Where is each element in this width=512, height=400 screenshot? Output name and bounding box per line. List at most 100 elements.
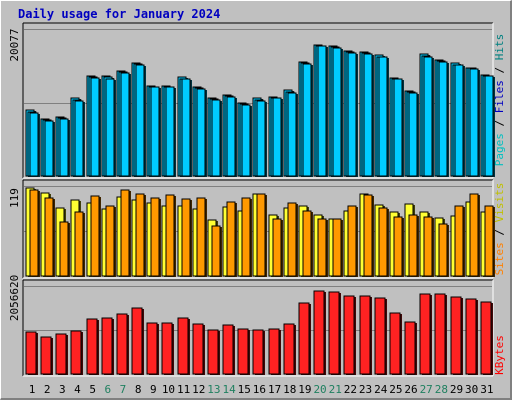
pages-bar xyxy=(347,52,357,177)
pages-bar xyxy=(363,53,373,177)
pages-bar xyxy=(423,56,433,177)
kbytes-bar xyxy=(70,330,82,375)
sites-bar xyxy=(29,189,39,277)
kbytes-bar xyxy=(389,312,401,375)
kbytes-bar xyxy=(146,322,158,375)
kbytes-bar xyxy=(161,322,173,375)
sites-bar xyxy=(90,195,100,277)
day-label: 17 xyxy=(268,383,281,396)
kbytes-bar xyxy=(465,298,477,375)
day-label: 6 xyxy=(104,383,111,396)
sites-bar xyxy=(211,225,221,277)
pages-bar xyxy=(226,96,236,177)
sites-bar xyxy=(454,205,464,277)
day-label: 4 xyxy=(74,383,81,396)
day-label: 24 xyxy=(374,383,388,396)
day-label: 5 xyxy=(89,383,96,396)
day-label: 27 xyxy=(420,383,433,396)
y-max-label: 2056620 xyxy=(8,275,21,321)
day-label: 21 xyxy=(329,383,342,396)
day-label: 26 xyxy=(404,383,417,396)
kbytes-bar xyxy=(207,329,219,375)
sites-bar xyxy=(408,214,418,277)
sites-bar xyxy=(59,221,69,277)
sites-bar xyxy=(272,218,282,277)
sites-bar xyxy=(469,193,479,277)
day-label: 3 xyxy=(59,383,66,396)
day-label: 31 xyxy=(480,383,493,396)
kbytes-bar xyxy=(25,331,37,375)
sites-bar xyxy=(135,193,145,277)
sites-bar xyxy=(120,189,130,277)
kbytes-bar xyxy=(434,293,446,375)
kbytes-bar xyxy=(237,328,249,375)
kbytes-bar xyxy=(283,323,295,375)
pages-bar xyxy=(150,86,160,177)
sites-bar xyxy=(165,194,175,277)
kbytes-bar xyxy=(131,307,143,375)
kbytes-bar xyxy=(101,317,113,375)
pages-bar xyxy=(378,56,388,177)
kbytes-bar xyxy=(86,318,98,375)
sites-bar xyxy=(287,202,297,277)
pages-bar xyxy=(196,88,206,177)
pages-bar xyxy=(29,112,39,177)
pages-bar xyxy=(44,120,54,177)
kbytes-bar xyxy=(192,323,204,375)
day-label: 14 xyxy=(222,383,236,396)
sites-bar xyxy=(302,210,312,277)
sites-bar xyxy=(74,211,84,277)
pages-bar xyxy=(120,72,130,177)
pages-bar xyxy=(317,45,327,177)
chart-title: Daily usage for January 2024 xyxy=(18,7,221,21)
pages-bar xyxy=(165,86,175,177)
visits-sites-legend: Sites / Visits xyxy=(493,183,506,276)
pages-bar xyxy=(454,64,464,177)
pages-bar xyxy=(256,100,266,177)
kbytes-bar xyxy=(268,328,280,375)
day-label: 7 xyxy=(120,383,127,396)
kbytes-bar xyxy=(252,329,264,375)
sites-bar xyxy=(378,207,388,277)
kbytes-bar xyxy=(343,295,355,375)
sites-bar xyxy=(150,197,160,277)
pages-bar xyxy=(272,97,282,177)
sites-bar xyxy=(363,194,373,277)
kbytes-bar xyxy=(404,321,416,375)
day-label: 11 xyxy=(177,383,190,396)
sites-bar xyxy=(423,216,433,277)
pages-bar xyxy=(469,68,479,177)
day-label: 12 xyxy=(192,383,205,396)
sites-bar xyxy=(241,197,251,277)
day-label: 29 xyxy=(450,383,463,396)
pages-bar xyxy=(211,99,221,177)
day-label: 10 xyxy=(162,383,175,396)
pages-bar xyxy=(59,118,69,177)
day-label: 13 xyxy=(207,383,220,396)
day-label: 25 xyxy=(389,383,402,396)
pages-bar xyxy=(105,78,115,177)
sites-bar xyxy=(256,193,266,277)
sites-bar xyxy=(332,218,342,277)
sites-bar xyxy=(438,223,448,277)
pages-bar xyxy=(90,77,100,177)
pages-bar xyxy=(484,75,494,177)
day-label: 16 xyxy=(253,383,266,396)
day-label: 2 xyxy=(44,383,51,396)
sites-bar xyxy=(226,201,236,277)
day-label: 30 xyxy=(465,383,478,396)
day-label: 9 xyxy=(150,383,157,396)
pages-bar xyxy=(287,92,297,177)
sites-bar xyxy=(393,216,403,277)
sites-bar xyxy=(347,205,357,277)
pages-bar xyxy=(393,78,403,177)
kbytes-bar xyxy=(55,333,67,375)
y-max-label: 119 xyxy=(8,188,21,208)
pages-bar xyxy=(438,61,448,177)
y-max-label: 20077 xyxy=(8,28,21,61)
pages-bar xyxy=(181,78,191,177)
kbytes-bar xyxy=(328,291,340,375)
day-label: 15 xyxy=(238,383,251,396)
kbytes-bar xyxy=(313,290,325,375)
